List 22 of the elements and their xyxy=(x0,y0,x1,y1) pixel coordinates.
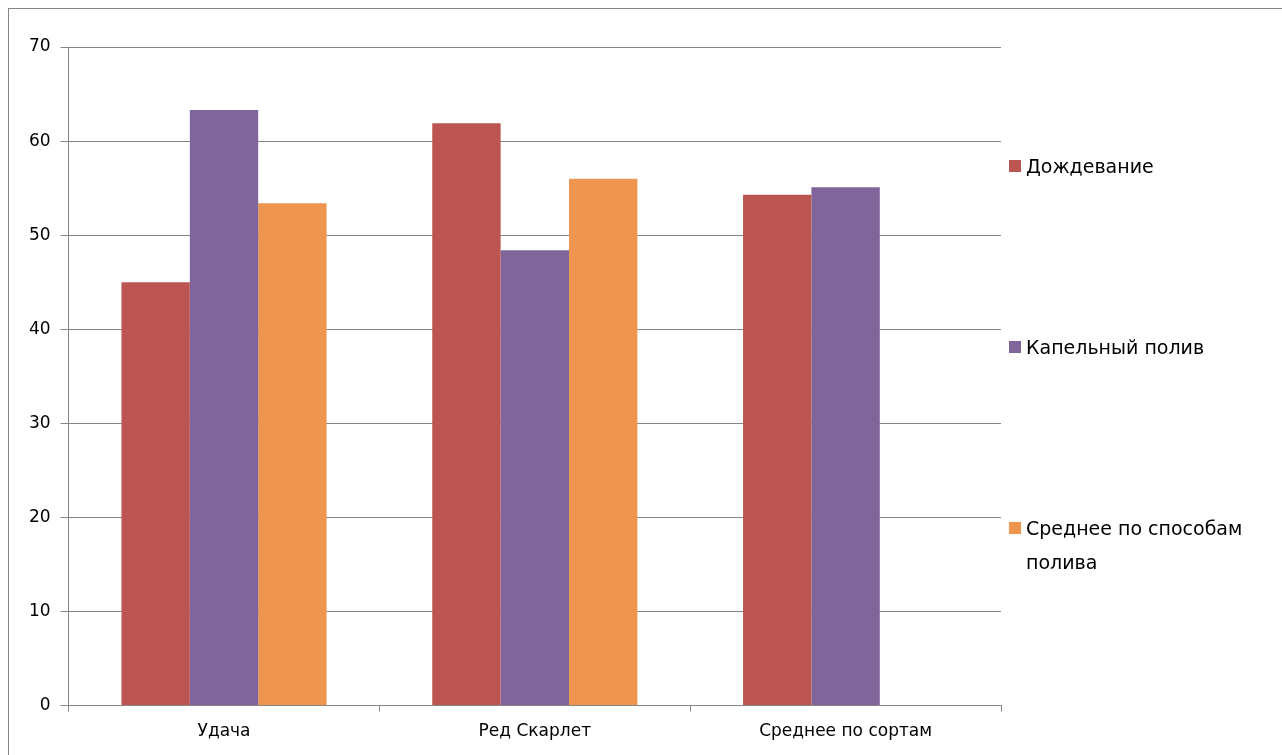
y-tick-label: 50 xyxy=(28,223,51,244)
x-tick-label: Среднее по сортам xyxy=(759,720,933,741)
bar xyxy=(500,250,569,706)
legend-label: Капельный полив xyxy=(1026,335,1205,360)
y-tick-label: 40 xyxy=(28,317,51,338)
legend-label: Дождевание xyxy=(1026,154,1154,179)
bar xyxy=(121,282,190,706)
bar xyxy=(743,194,812,706)
y-tick-label: 60 xyxy=(28,129,51,150)
y-tick-label: 0 xyxy=(39,694,51,715)
bar xyxy=(569,178,638,706)
x-tick-label: Ред Скарлет xyxy=(478,720,592,741)
bar xyxy=(432,123,501,706)
x-tick-label: Удача xyxy=(197,720,251,741)
bar xyxy=(258,203,327,706)
bar xyxy=(189,110,259,706)
legend-label: Среднее по способам полива xyxy=(1026,516,1244,575)
y-tick-label: 10 xyxy=(28,599,51,620)
y-tick-label: 20 xyxy=(28,505,51,526)
y-tick-label: 30 xyxy=(28,411,51,432)
bar xyxy=(811,187,880,706)
y-tick-label: 70 xyxy=(28,35,51,56)
